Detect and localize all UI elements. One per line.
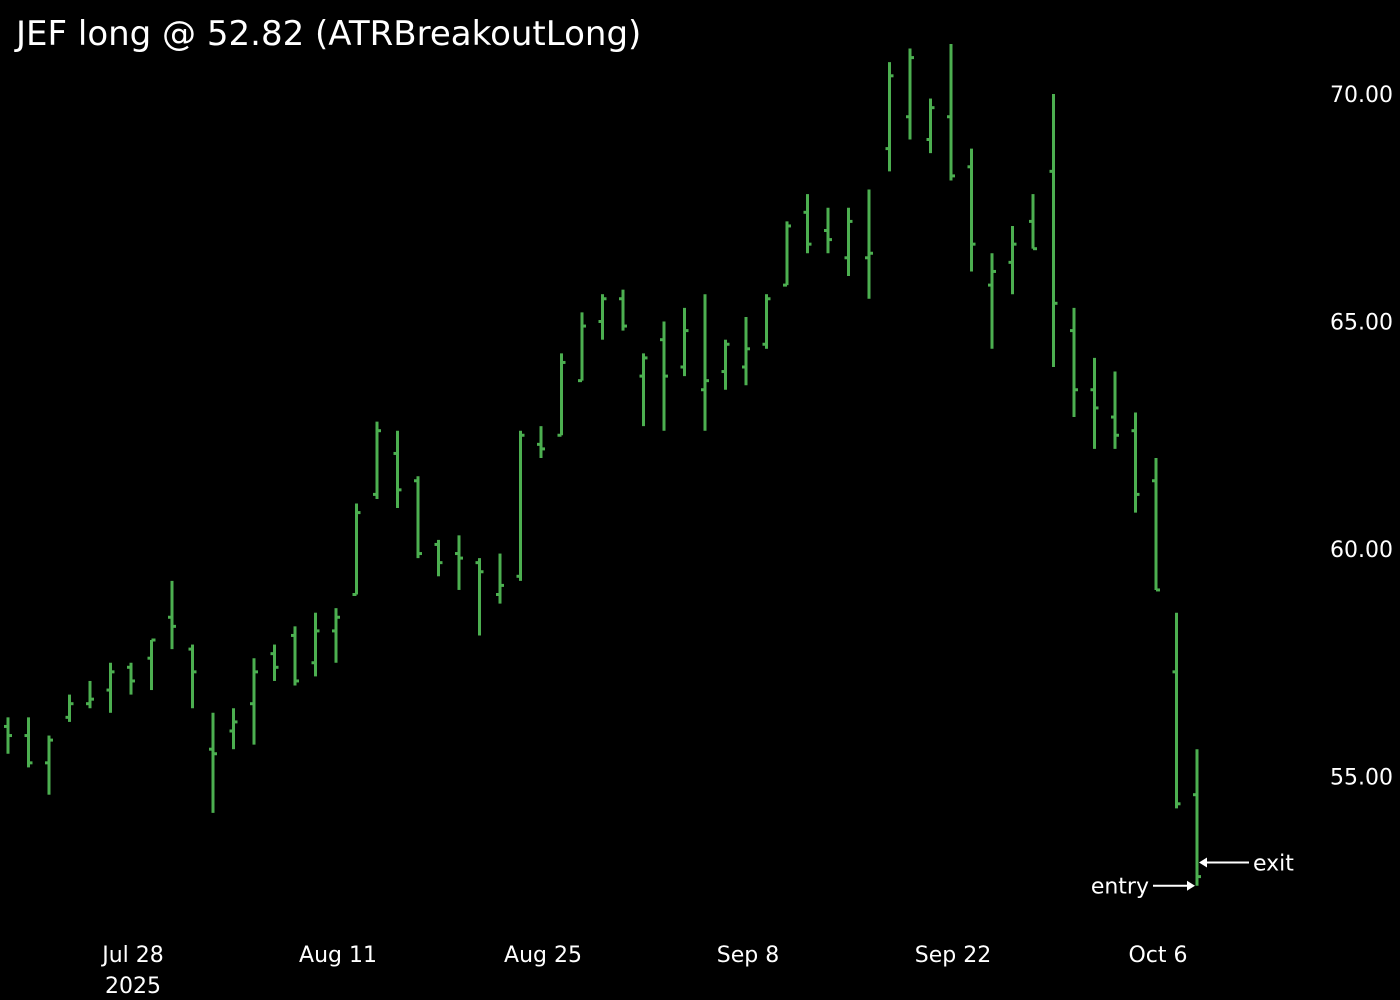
ohlc-bar — [660, 321, 668, 431]
y-tick-label: 70.00 — [1330, 83, 1393, 108]
ohlc-bar — [291, 626, 299, 686]
x-tick-label: Sep 22 — [915, 943, 991, 968]
ohlc-bar — [332, 608, 340, 663]
ohlc-bar — [4, 717, 12, 754]
ohlc-bar — [1193, 749, 1201, 886]
ohlc-bar — [967, 148, 976, 272]
ohlc-bar — [455, 535, 463, 590]
ohlc-bar — [721, 339, 730, 390]
ohlc-bar — [783, 221, 791, 287]
ohlc-bar — [250, 658, 258, 745]
ohlc-bar — [188, 644, 197, 709]
ohlc-bar — [844, 207, 853, 276]
ohlc-bar — [680, 307, 689, 377]
ohlc-bar — [1090, 357, 1099, 449]
ohlc-bar — [168, 580, 176, 650]
y-tick-label: 60.00 — [1330, 538, 1393, 563]
ohlc-bar — [906, 48, 914, 140]
ohlc-bar — [1008, 225, 1017, 295]
ohlc-bar — [1172, 612, 1181, 809]
ohlc-bar — [24, 717, 33, 768]
ohlc-bar — [434, 539, 443, 577]
ohlc-bar — [885, 62, 894, 172]
ohlc-bar — [598, 294, 607, 340]
ohlc-bar — [475, 558, 484, 636]
ohlc-bar — [45, 735, 53, 795]
exit-annotation-label: exit — [1253, 852, 1294, 877]
ohlc-bar — [742, 316, 750, 386]
ohlc-bar — [1070, 307, 1078, 418]
ohlc-bar — [86, 680, 94, 709]
ohlc-bar — [352, 503, 361, 596]
ohlc-bar — [762, 294, 771, 349]
ohlc-bar — [1152, 458, 1160, 592]
ohlc-bar — [414, 476, 422, 559]
ohlc-bar — [106, 662, 115, 713]
ohlc-bar — [803, 194, 812, 254]
x-tick-label: Sep 8 — [717, 943, 779, 968]
ohlc-bar — [701, 294, 709, 431]
ohlc-bar — [947, 43, 955, 181]
y-tick-label: 55.00 — [1330, 766, 1393, 791]
ohlc-bar — [865, 189, 873, 299]
ohlc-bar — [65, 694, 74, 722]
ohlc-bar — [537, 426, 545, 458]
ohlc-bar — [1111, 371, 1119, 449]
ohlc-bar — [1131, 412, 1140, 513]
ohlc-bar — [270, 644, 279, 681]
ohlc-bar — [1049, 94, 1058, 367]
ohlc-bar — [824, 207, 832, 254]
ohlc-bar — [311, 612, 320, 677]
ohlc-bar — [1029, 194, 1037, 251]
x-tick-sublabel: 2025 — [105, 974, 161, 999]
entry-arrow-head — [1187, 880, 1195, 891]
ohlc-bar — [229, 708, 238, 750]
x-tick-label: Jul 28 — [100, 943, 164, 968]
y-tick-label: 65.00 — [1330, 311, 1393, 336]
ohlc-bar — [619, 289, 627, 331]
ohlc-bar — [557, 353, 566, 437]
x-tick-label: Aug 25 — [504, 943, 582, 968]
ohlc-bar — [639, 353, 648, 427]
ohlc-bar — [393, 430, 402, 509]
ohlc-bar — [496, 553, 504, 604]
ohlc-bar — [926, 98, 935, 154]
ohlc-bar — [209, 712, 217, 813]
chart-title: JEF long @ 52.82 (ATRBreakoutLong) — [16, 14, 642, 54]
ohlc-bar — [147, 638, 156, 691]
x-tick-label: Aug 11 — [299, 943, 377, 968]
x-tick-label: Oct 6 — [1128, 943, 1187, 968]
ohlc-bar — [578, 312, 586, 383]
entry-annotation-label: entry — [1091, 875, 1149, 900]
ohlc-bar — [988, 253, 996, 349]
ohlc-bar — [516, 430, 525, 581]
ohlc-bar — [127, 662, 135, 695]
ohlc-bar — [373, 421, 381, 499]
